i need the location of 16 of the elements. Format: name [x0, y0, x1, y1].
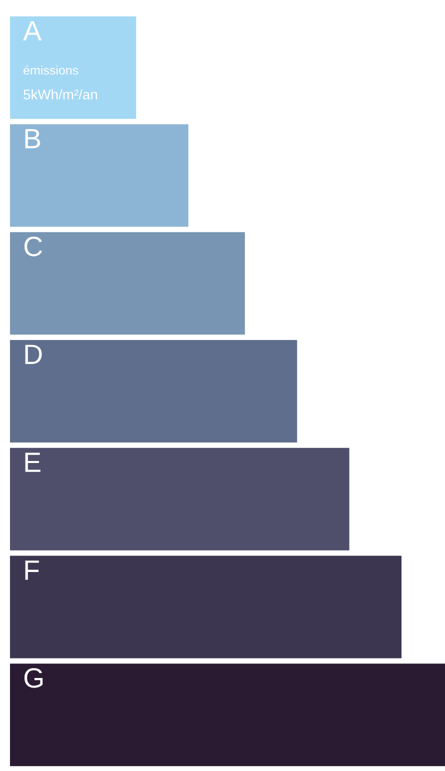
bar: [10, 232, 245, 335]
bar: [10, 124, 188, 227]
y-tick-label: D: [25, 344, 42, 364]
y-tick-label: F: [25, 560, 39, 580]
bar: [10, 448, 350, 550]
annotation: émissions: [24, 65, 78, 75]
annotation: 5kWh/m²/an: [24, 89, 98, 100]
bar: [10, 664, 445, 766]
y-tick-label: B: [25, 129, 40, 148]
y-tick-label: E: [25, 452, 40, 472]
bar: [10, 340, 298, 443]
y-tick-label: C: [24, 236, 42, 256]
y-tick-label: A: [23, 21, 42, 40]
bar: [10, 556, 402, 658]
y-tick-label: G: [24, 668, 43, 688]
bar: [10, 16, 136, 119]
